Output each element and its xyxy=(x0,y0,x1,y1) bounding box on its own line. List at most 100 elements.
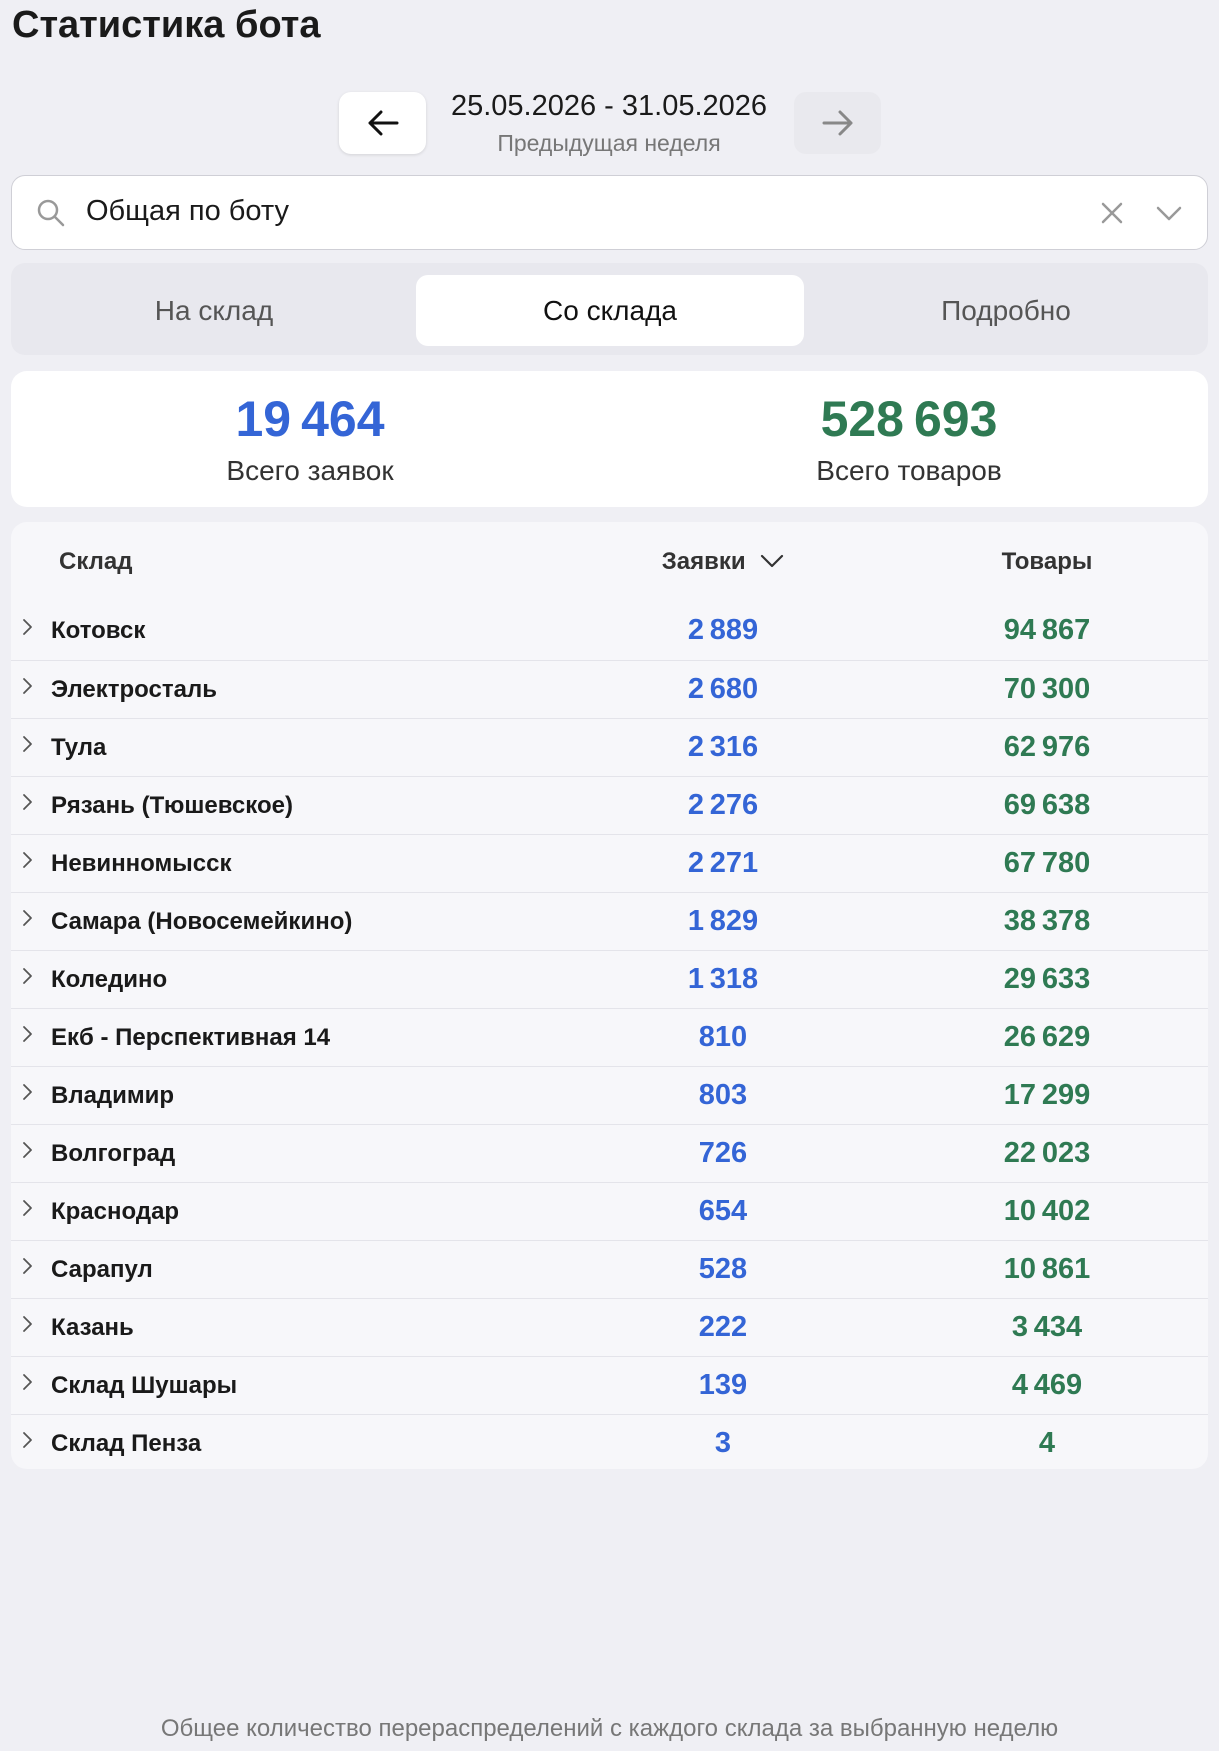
table-row[interactable]: Краснодар 654 10 402 xyxy=(11,1182,1208,1240)
arrow-left-icon xyxy=(368,110,398,136)
prev-week-button[interactable] xyxy=(339,92,426,154)
expand-icon xyxy=(23,910,32,926)
table-row[interactable]: Коледино 1 318 29 633 xyxy=(11,950,1208,1008)
warehouse-name: Склад Шушары xyxy=(51,1372,238,1399)
orders-count: 2 889 xyxy=(687,614,759,646)
warehouse-name: Екб - Перспективная 14 xyxy=(51,1024,331,1051)
table-row[interactable]: Невинномысск 2 271 67 780 xyxy=(11,834,1208,892)
orders-count: 2 316 xyxy=(687,731,759,763)
expand-icon xyxy=(23,968,32,984)
filter-value: Общая по боту xyxy=(86,195,290,227)
items-count: 70 300 xyxy=(1003,673,1091,705)
table-row[interactable]: Склад Пенза 3 4 xyxy=(11,1414,1208,1472)
table-row[interactable]: Самара (Новосемейкино) 1 829 38 378 xyxy=(11,892,1208,950)
items-count: 29 633 xyxy=(1003,963,1091,995)
items-count: 26 629 xyxy=(1003,1021,1091,1053)
chevron xyxy=(23,619,32,635)
chevron xyxy=(23,794,32,810)
column-header-text: Заявки xyxy=(661,548,746,575)
chevron xyxy=(23,1432,32,1448)
expand-icon xyxy=(23,736,32,752)
expand-icon xyxy=(23,1316,32,1332)
warehouse-name: Коледино xyxy=(51,966,168,993)
orders-count: 528 xyxy=(698,1253,748,1285)
orders-count: 803 xyxy=(698,1079,748,1111)
orders-count: 1 829 xyxy=(687,905,759,937)
chevron xyxy=(23,1316,32,1332)
warehouse-name: Краснодар xyxy=(51,1198,180,1225)
table-row[interactable]: Тула 2 316 62 976 xyxy=(11,718,1208,776)
items-count: 4 469 xyxy=(1011,1369,1083,1401)
total-orders-label: Всего заявок xyxy=(226,455,394,486)
period-label: Предыдущая неделя xyxy=(497,130,721,156)
warehouse-name: Владимир xyxy=(51,1082,175,1109)
table-row[interactable]: Екб - Перспективная 14 810 26 629 xyxy=(11,1008,1208,1066)
chevron xyxy=(23,1258,32,1274)
expand-icon xyxy=(23,1258,32,1274)
items-count: 3 434 xyxy=(1011,1311,1083,1343)
total-items-label: Всего товаров xyxy=(816,455,1002,486)
table-row[interactable]: Сарапул 528 10 861 xyxy=(11,1240,1208,1298)
orders-count: 1 318 xyxy=(687,963,759,995)
warehouse-name: Самара (Новосемейкино) xyxy=(51,908,353,935)
next-week-button[interactable] xyxy=(794,92,881,154)
chevron xyxy=(23,1084,32,1100)
table-row[interactable]: Электросталь 2 680 70 300 xyxy=(11,660,1208,718)
page-title: Статистика бота xyxy=(12,4,321,46)
items-count: 67 780 xyxy=(1003,847,1091,879)
table-row[interactable]: Рязань (Тюшевское) 2 276 69 638 xyxy=(11,776,1208,834)
table-row[interactable]: Казань 222 3 434 xyxy=(11,1298,1208,1356)
chevron xyxy=(23,968,32,984)
dropdown-button[interactable] xyxy=(1156,204,1182,222)
sort-icon xyxy=(761,554,784,568)
filter-select[interactable] xyxy=(11,175,1208,250)
chevron xyxy=(23,852,32,868)
expand-icon xyxy=(23,619,32,635)
table-row[interactable]: Котовск 2 889 94 867 xyxy=(11,602,1208,660)
chevron xyxy=(23,1200,32,1216)
expand-icon xyxy=(23,678,32,694)
chevron xyxy=(23,910,32,926)
orders-count: 222 xyxy=(698,1311,748,1343)
expand-icon xyxy=(23,852,32,868)
orders-count: 654 xyxy=(698,1195,748,1227)
items-count: 38 378 xyxy=(1003,905,1091,937)
chevron xyxy=(23,1142,32,1158)
orders-count: 2 271 xyxy=(687,847,759,879)
items-count: 22 023 xyxy=(1003,1137,1091,1169)
warehouse-name: Волгоград xyxy=(51,1140,176,1167)
table-row[interactable]: Владимир 803 17 299 xyxy=(11,1066,1208,1124)
tab[interactable]: Со склада xyxy=(416,275,804,346)
warehouse-name: Тула xyxy=(51,734,107,761)
orders-count: 139 xyxy=(698,1369,748,1401)
table-row[interactable]: Волгоград 726 22 023 xyxy=(11,1124,1208,1182)
expand-icon xyxy=(23,1374,32,1390)
table-row[interactable]: Склад Шушары 139 4 469 xyxy=(11,1356,1208,1414)
warehouse-name: Сарапул xyxy=(51,1256,153,1283)
column-header: Склад xyxy=(59,548,133,575)
expand-icon xyxy=(23,794,32,810)
column-header[interactable]: Заявки xyxy=(593,548,853,576)
orders-count: 2 276 xyxy=(687,789,759,821)
summary-card xyxy=(11,371,1208,507)
arrow-right-icon xyxy=(822,110,852,136)
warehouse-name: Склад Пенза xyxy=(51,1430,202,1457)
orders-count: 810 xyxy=(698,1021,748,1053)
chevron xyxy=(23,736,32,752)
search-icon xyxy=(37,199,65,227)
expand-icon xyxy=(23,1026,32,1042)
tab[interactable]: На склад xyxy=(154,294,274,326)
orders-count: 3 xyxy=(714,1427,732,1459)
column-header: Товары xyxy=(1001,548,1093,575)
items-count: 10 861 xyxy=(1003,1253,1091,1285)
expand-icon xyxy=(23,1084,32,1100)
tab[interactable]: Подробно xyxy=(941,294,1071,326)
total-items: 528 693 xyxy=(820,391,998,447)
footer-note: Общее количество перераспределений с каж… xyxy=(160,1715,1059,1742)
expand-icon xyxy=(23,1142,32,1158)
orders-count: 726 xyxy=(698,1137,748,1169)
orders-count: 2 680 xyxy=(687,673,759,705)
warehouse-name: Невинномысск xyxy=(51,850,232,877)
clear-button[interactable] xyxy=(1101,202,1123,224)
